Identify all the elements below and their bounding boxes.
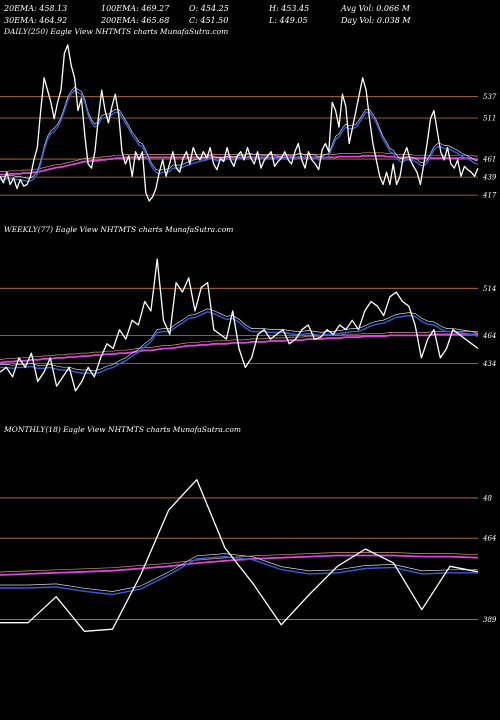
header-close: C: 451.50 <box>189 16 229 25</box>
monthly-ema-long-band <box>0 552 479 573</box>
monthly-level-label-0: 464 <box>482 535 496 543</box>
header-low: L: 449.05 <box>269 16 308 25</box>
header-100ema: 100EMA: 469.27 <box>101 4 170 13</box>
weekly-level-label-2: 434 <box>482 360 496 368</box>
daily-price-line <box>0 44 479 202</box>
header-avg-vol: Avg Vol: 0.066 M <box>341 4 410 13</box>
daily-ema-short-line <box>0 89 479 182</box>
header-30ema: 30EMA: 464.92 <box>4 16 68 25</box>
header-200ema: 200EMA: 465.68 <box>101 16 170 25</box>
monthly-level-label-1: 389 <box>483 616 497 624</box>
monthly-ema-long-line <box>0 554 479 576</box>
header-day-vol: Day Vol: 0.038 M <box>341 16 411 25</box>
daily-level-label-4: 439 <box>482 174 497 182</box>
monthly-price-line <box>0 479 479 632</box>
weekly-ema-long-line <box>0 333 478 364</box>
monthly-ema-short-line <box>0 555 478 596</box>
weekly-level-label-1: 464 <box>482 332 496 340</box>
daily-level-label-3: 461 <box>482 156 496 164</box>
weekly-ema-short-line <box>0 311 479 375</box>
daily-level-label-0: 537 <box>483 93 497 101</box>
daily-chart-title: DAILY(250) Eagle View NHTMTS charts Muna… <box>4 27 229 36</box>
weekly-ema-long-band <box>0 331 478 360</box>
monthly-chart-title: MONTHLY(18) Eagle View NHTMTS charts Mun… <box>4 425 242 434</box>
weekly-chart-title: WEEKLY(77) Eagle View NHTMTS charts Muna… <box>4 225 234 234</box>
monthly-ema-short-band <box>0 553 478 592</box>
header-open: O: 454.25 <box>189 4 229 13</box>
daily-level-label-5: 417 <box>482 192 497 200</box>
daily-level-label-1: 511 <box>483 115 496 123</box>
daily-ema-long-line <box>0 154 478 176</box>
header-20ema: 20EMA: 458.13 <box>4 4 68 13</box>
daily-ema-short-band <box>0 86 479 179</box>
weekly-price-line <box>0 258 479 392</box>
weekly-level-label-0: 514 <box>483 285 496 293</box>
daily-level-label-2: 48 <box>482 494 492 502</box>
weekly-ema-short-band <box>0 308 479 372</box>
header-high: H: 453.45 <box>269 4 310 13</box>
